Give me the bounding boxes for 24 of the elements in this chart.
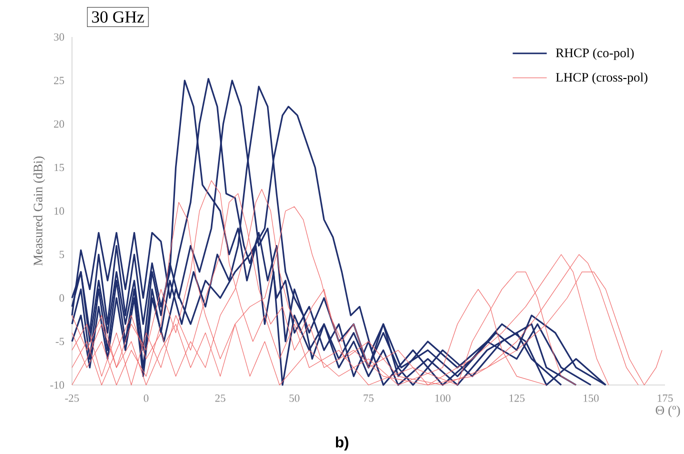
y-tick-label: 5 (60, 250, 64, 258)
text: b) (336, 436, 348, 450)
y-tick-label: 25 (54, 76, 64, 84)
y-tick-label: -5 (56, 338, 64, 346)
x-axis-title: Θ (º) (656, 406, 680, 418)
y-axis-title: Measured Gain (dBi) (33, 156, 46, 266)
y-tick-label: 10 (54, 207, 64, 215)
x-tick-label: 100 (435, 394, 450, 402)
y-tick-label: -10 (50, 381, 64, 389)
x-tick-label: 25 (215, 394, 226, 402)
x-tick-label: -25 (65, 394, 79, 402)
y-tick-label: 20 (54, 120, 64, 128)
x-tick-label: 50 (290, 394, 300, 402)
y-tick-label: 0 (59, 294, 64, 302)
legend-label: LHCP (cross-pol) (556, 72, 648, 84)
x-tick-label: 150 (584, 394, 599, 402)
y-tick-label: 15 (54, 164, 64, 172)
x-tick-label: 75 (364, 394, 374, 402)
y-tick-label: 30 (54, 33, 64, 41)
chart-title: 30 GHz (92, 11, 144, 23)
legend-label: RHCP (co-pol) (556, 48, 634, 60)
x-tick-label: 125 (510, 394, 525, 402)
x-tick-label: 0 (144, 394, 148, 402)
x-tick-label: 175 (658, 394, 673, 402)
